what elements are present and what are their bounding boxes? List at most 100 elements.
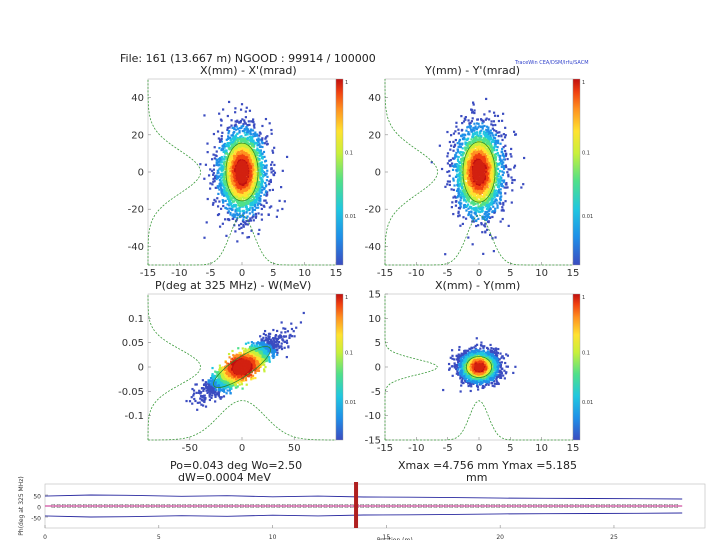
particle [273,146,276,149]
particle [244,137,247,140]
particle [206,151,209,154]
particle [456,163,459,166]
particle [232,205,235,208]
particle [470,108,473,112]
particle [231,169,234,172]
particle [244,145,247,149]
particle [254,216,257,219]
particle [256,151,259,155]
colorbar [335,78,344,266]
particle [248,163,251,166]
particle [249,154,252,157]
particle [229,158,233,161]
particle [231,163,235,166]
particle [490,199,493,202]
particle [483,224,486,227]
particle [238,156,241,160]
particle [458,151,461,155]
particle [231,189,234,192]
particle [475,146,478,149]
particle [480,151,483,154]
particle [485,125,489,128]
particle [484,199,487,202]
particle [247,167,250,170]
particle [466,184,469,187]
particle [502,201,505,205]
particle [234,168,237,171]
particle [230,202,233,206]
particle [251,158,255,162]
particle [494,133,498,136]
particle [250,172,253,175]
particle [244,159,247,162]
particle [493,200,496,203]
particle [501,217,504,221]
particle [251,136,254,139]
particle [464,118,467,121]
particle [467,169,470,172]
particle [242,185,246,189]
particle [218,175,221,178]
particle [463,204,466,207]
particle [485,142,488,145]
particle [475,224,478,228]
particle [218,140,222,143]
particle [220,190,223,193]
particle [460,161,463,164]
particle [226,128,229,131]
particle [480,119,483,122]
particle [226,170,229,173]
particle [223,186,226,189]
particle [260,191,263,194]
particle [479,147,482,150]
particle [460,115,463,118]
particle [245,198,248,201]
particle [467,119,470,122]
particle [473,144,476,147]
particle [483,152,486,155]
particle [458,173,461,176]
particle [262,163,265,167]
colorbar-tick-label: 0.1 [345,151,353,157]
particle [227,132,230,135]
particle [234,169,237,173]
particle [258,190,261,193]
particle [227,194,230,197]
particle [254,141,257,144]
particle [260,164,263,167]
particle [491,140,494,143]
particle [246,202,250,205]
particle [255,190,258,193]
x-tick-label: 5 [507,268,513,279]
x-tick-label: -10 [408,268,424,279]
particle [216,197,219,200]
particle [478,144,482,147]
particle [250,202,253,205]
particle [497,186,501,189]
particle [256,147,259,150]
particle [488,207,492,211]
particle [226,126,229,130]
file-header: File: 161 (13.667 m) NGOOD : 99914 / 100… [120,52,376,65]
particle [228,141,231,145]
particle [227,185,231,188]
particle [241,183,245,186]
particle [467,189,470,192]
particle [474,196,477,199]
particle [482,144,485,147]
particle [227,136,231,139]
particle [480,183,484,186]
particle [266,169,269,172]
x-xprime-phase-space-plot: X(mm) - X'(mrad)-15 -10 -5 0 5 10 1540200-20-4… [128,64,356,279]
particle [240,202,243,205]
particle [229,167,232,170]
particle [465,186,468,189]
particle [237,157,240,160]
particle [234,177,237,181]
particle [238,130,241,133]
particle [251,206,254,210]
particle [487,162,490,165]
particle [242,224,245,227]
particle [230,177,233,180]
particle [235,194,238,197]
